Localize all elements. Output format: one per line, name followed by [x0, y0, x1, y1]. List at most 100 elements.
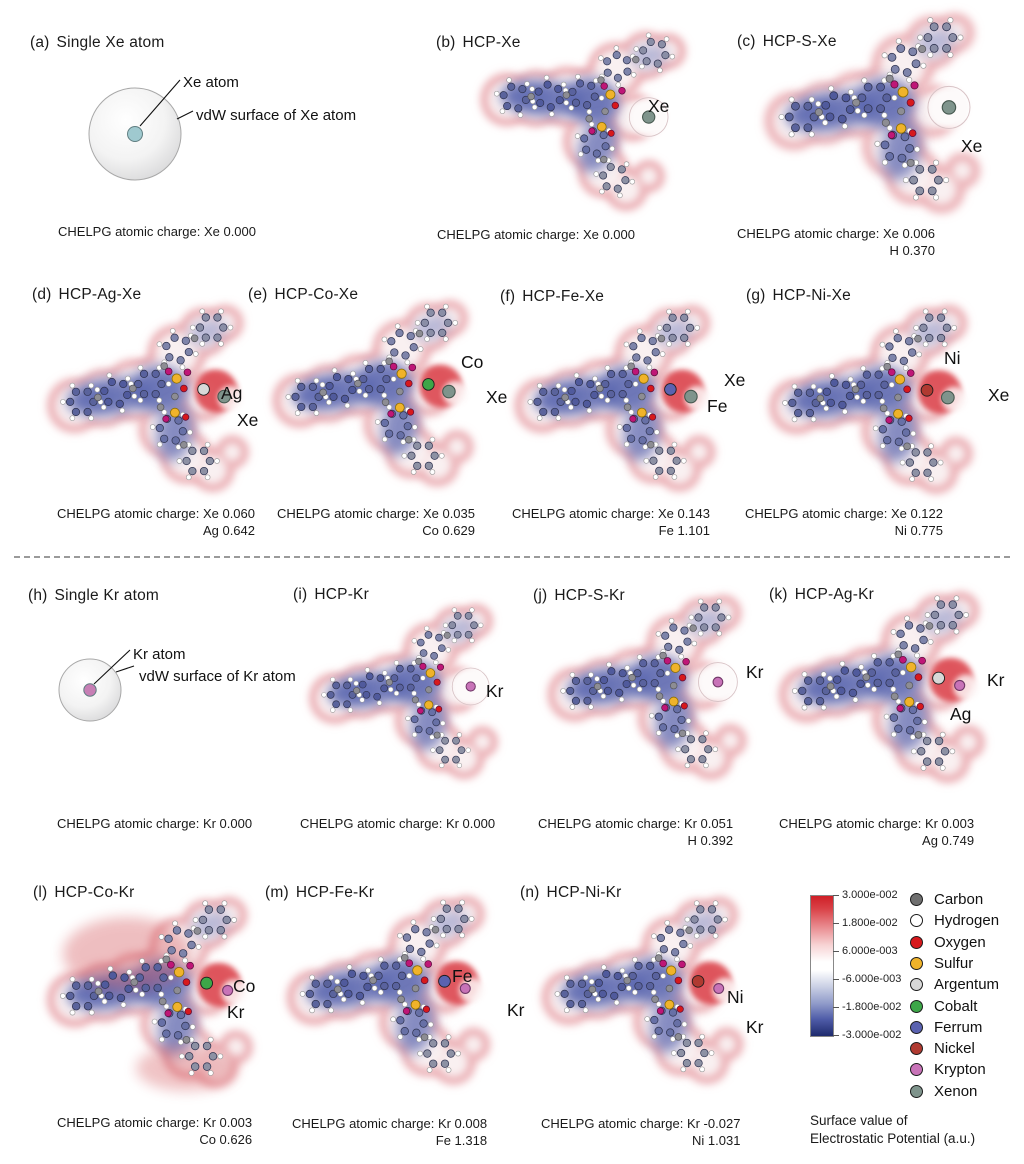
nickel-atom-icon [910, 1042, 923, 1056]
charge-caption: CHELPG atomic charge: Xe 0.060 Ag 0.642 [57, 506, 255, 538]
atom-annotation: Xe atom [183, 74, 239, 91]
molecule-esp-surface [273, 300, 474, 487]
colorbar-tick-mark [833, 950, 839, 952]
vdw-annotation: vdW surface of Kr atom [139, 668, 296, 685]
xenon-atom-icon [910, 1084, 923, 1098]
atom-legend-row: Cobalt [910, 996, 977, 1017]
metal-atom-label: Co [461, 352, 484, 372]
panel-title: (f) HCP-Fe-Xe [500, 288, 605, 305]
atom-legend-row: Sulfur [910, 953, 973, 974]
panel-title: (a) Single Xe atom [30, 34, 165, 51]
atom-legend-label: Sulfur [934, 954, 974, 972]
section-divider [14, 556, 1010, 558]
charge-caption: CHELPG atomic charge: Kr 0.003 Ag 0.749 [779, 816, 975, 848]
atom-legend-label: Cobalt [934, 997, 978, 1015]
vdw-annotation: vdW surface of Xe atom [196, 107, 357, 124]
atom-legend-label: Argentum [934, 976, 1000, 994]
atom-legend-label: Oxygen [934, 933, 986, 951]
atom-legend-label: Carbon [934, 891, 984, 908]
molecule-esp-surface [309, 604, 498, 779]
panel-title: (b) HCP-Xe [436, 34, 521, 51]
colorbar-tick-label: 6.000e-003 [842, 944, 898, 957]
charge-caption: CHELPG atomic charge: Xe 0.122 Ni 0.775 [745, 506, 943, 538]
molecule-esp-surface [47, 305, 249, 492]
argentum-atom-icon [910, 978, 923, 992]
guest-atom-label: Kr [987, 670, 1005, 690]
krypton-atom-icon [910, 1063, 923, 1077]
metal-atom-label: Ni [727, 987, 744, 1007]
metal-atom-label: Co [233, 976, 256, 996]
charge-caption: CHELPG atomic charge: Kr 0.000 [300, 816, 496, 831]
panel-title: (j) HCP-S-Kr [533, 587, 625, 604]
guest-atom-label: Xe [961, 136, 983, 156]
atom-legend-label: Xenon [934, 1082, 978, 1100]
atom-legend-label: Hydrogen [934, 912, 1000, 930]
panel-title: (d) HCP-Ag-Xe [32, 286, 142, 303]
molecule-esp-surface [779, 592, 985, 783]
panel-title: (c) HCP-S-Xe [737, 33, 837, 50]
colorbar-caption: Surface value of Electrostatic Potential… [810, 1113, 976, 1146]
atom-legend-row: Xenon [910, 1081, 977, 1102]
atom-legend-label: Ferrum [934, 1018, 983, 1036]
colorbar-tick-mark [833, 978, 839, 980]
charge-caption: CHELPG atomic charge: Kr 0.008 Fe 1.318 [292, 1116, 488, 1148]
colorbar-tick-mark [833, 1006, 839, 1008]
atom-annotation: Kr atom [133, 646, 186, 663]
sulfur-atom-icon [910, 956, 923, 970]
panel-title: (m) HCP-Fe-Kr [265, 884, 375, 901]
metal-atom-label: Fe [707, 396, 728, 416]
atom-legend-row: Hydrogen [910, 910, 999, 931]
molecule-esp-surface [548, 595, 747, 780]
metal-atom-label: Ni [944, 348, 961, 368]
molecule-esp-surface [287, 896, 490, 1085]
atom-legend-label: Krypton [934, 1061, 986, 1079]
single-atom-graphic [88, 79, 194, 181]
charge-caption: CHELPG atomic charge: Xe 0.006 H 0.370 [737, 226, 935, 258]
colorbar-tick-mark [833, 894, 839, 896]
charge-caption: CHELPG atomic charge: Xe 0.035 Co 0.629 [277, 506, 475, 538]
panel-title: (k) HCP-Ag-Kr [769, 586, 874, 603]
panel-title: (n) HCP-Ni-Kr [520, 884, 622, 901]
guest-atom-label: Xe [648, 96, 670, 116]
cobalt-atom-icon [910, 999, 923, 1013]
hydrogen-atom-icon [910, 914, 923, 928]
guest-atom-label: Xe [237, 410, 259, 430]
atom-legend-row: Carbon [910, 889, 983, 910]
metal-atom-label: Ag [221, 383, 243, 403]
colorbar-tick-mark [833, 922, 839, 924]
ferrum-atom-icon [910, 1020, 923, 1034]
oxygen-atom-icon [910, 935, 923, 949]
metal-atom-label: Ag [950, 704, 972, 724]
atom-legend-row: Nickel [910, 1038, 975, 1059]
guest-atom-label: Xe [724, 370, 746, 390]
panel-title: (g) HCP-Ni-Xe [746, 287, 851, 304]
panel-title: (i) HCP-Kr [293, 586, 369, 603]
molecule-esp-surface [769, 305, 973, 494]
guest-atom-label: Kr [486, 681, 504, 701]
charge-caption: CHELPG atomic charge: Kr 0.003 Co 0.626 [57, 1115, 253, 1147]
charge-caption: CHELPG atomic charge: Kr -0.027 Ni 1.031 [541, 1116, 741, 1148]
carbon-atom-icon [910, 893, 923, 906]
charge-caption: CHELPG atomic charge: Xe 0.000 [58, 224, 256, 239]
molecule-esp-surface [47, 897, 253, 1092]
guest-atom-label: Kr [507, 1000, 525, 1020]
guest-atom-label: Kr [746, 662, 764, 682]
atom-legend-row: Krypton [910, 1059, 986, 1080]
charge-caption: CHELPG atomic charge: Xe 0.000 [437, 227, 635, 242]
molecule-esp-surface [765, 13, 980, 213]
atom-legend-row: Argentum [910, 974, 999, 995]
panel-title: (e) HCP-Co-Xe [248, 286, 359, 303]
colorbar-tick-label: 3.000e-002 [842, 888, 898, 901]
atom-legend-row: Ferrum [910, 1017, 982, 1038]
guest-atom-label: Xe [486, 387, 508, 407]
colorbar-tick-label: -3.000e-002 [842, 1028, 902, 1041]
molecule-esp-surface [515, 305, 716, 492]
colorbar-tick-label: -1.800e-002 [842, 1000, 902, 1013]
guest-atom-label: Kr [746, 1017, 764, 1037]
molecule-esp-surface [480, 31, 686, 211]
colorbar-tick-label: -6.000e-003 [842, 972, 902, 985]
charge-caption: CHELPG atomic charge: Kr 0.051 H 0.392 [538, 816, 734, 848]
colorbar-tick-mark [833, 1034, 839, 1036]
guest-atom-label: Xe [988, 385, 1010, 405]
